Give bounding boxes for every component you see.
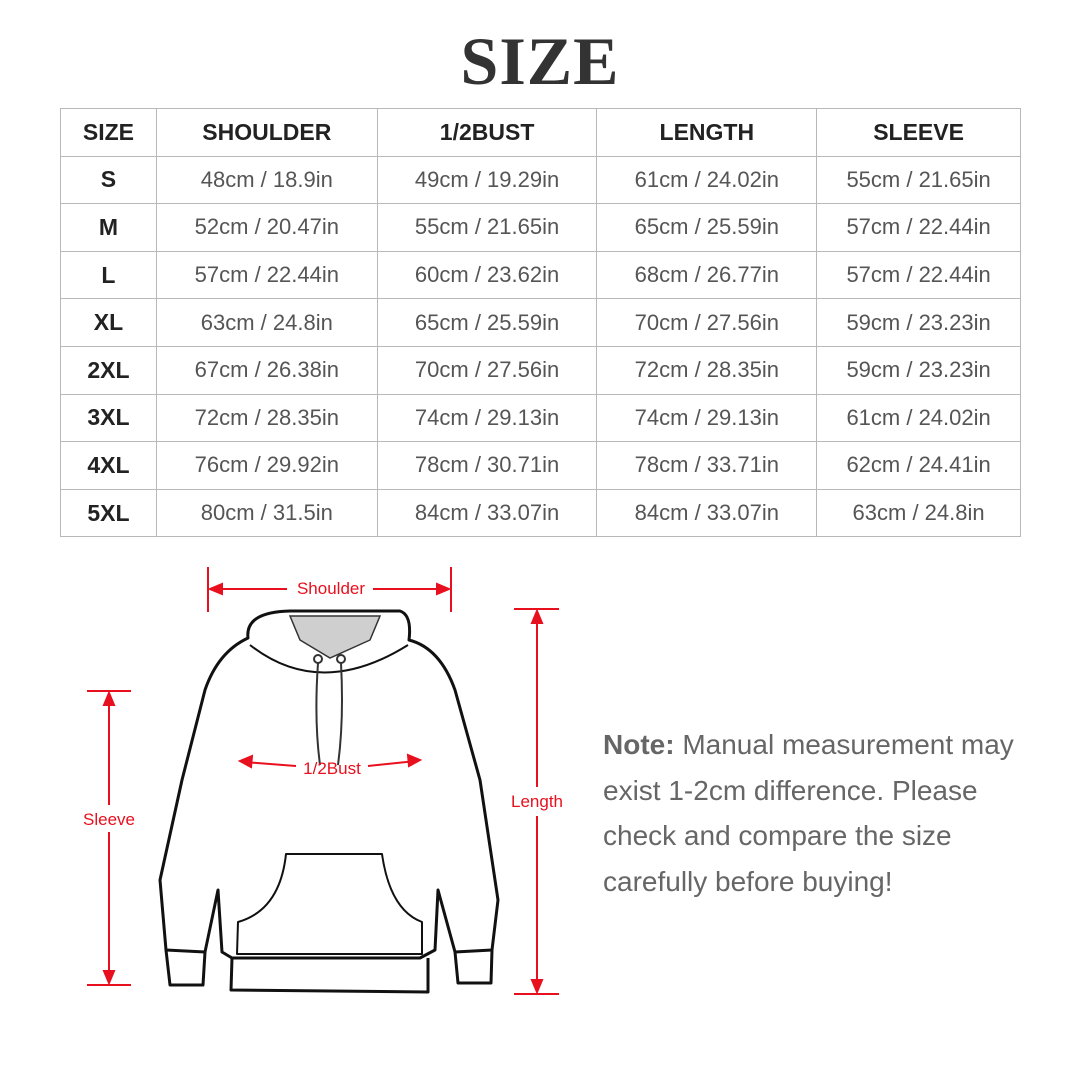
size-cell: L <box>60 250 157 300</box>
measurement-cell: 65cm / 25.59in <box>596 203 818 252</box>
measurement-cell: 76cm / 29.92in <box>155 441 378 490</box>
measurement-cell: 84cm / 33.07in <box>376 488 598 538</box>
size-cell: 3XL <box>60 393 157 443</box>
measurement-cell: 67cm / 26.38in <box>155 345 378 395</box>
measurement-cell: 57cm / 22.44in <box>155 250 378 300</box>
measurement-cell: 48cm / 18.9in <box>155 155 378 205</box>
measurement-cell: 63cm / 24.8in <box>155 298 378 347</box>
measurement-cell: 55cm / 21.65in <box>376 203 598 252</box>
note: Note: Manual measurement may exist 1-2cm… <box>603 722 1033 904</box>
shoulder-label: Shoulder <box>297 579 365 598</box>
measurement-cell: 59cm / 23.23in <box>816 345 1021 395</box>
measurement-cell: 84cm / 33.07in <box>596 488 818 538</box>
note-label: Note: <box>603 729 675 760</box>
drawstrings <box>313 654 346 766</box>
column-header: SIZE <box>60 108 157 157</box>
table-row: 3XL 72cm / 28.35in 74cm / 29.13in 74cm / 29… <box>60 393 1021 443</box>
column-header: 1/2BUST <box>376 108 598 157</box>
measurement-cell: 57cm / 22.44in <box>816 250 1021 300</box>
size-cell: 2XL <box>60 345 157 395</box>
hoodie-outline <box>158 609 500 994</box>
table-row: S 48cm / 18.9in 49cm / 19.29in 61cm / 24.02… <box>60 155 1021 205</box>
size-cell: S <box>60 155 157 205</box>
column-header: SLEEVE <box>816 108 1021 157</box>
measurement-cell: 55cm / 21.65in <box>816 155 1021 205</box>
measurement-cell: 49cm / 19.29in <box>376 155 598 205</box>
column-header: LENGTH <box>596 108 818 157</box>
column-header: SHOULDER <box>155 108 378 157</box>
measurement-cell: 52cm / 20.47in <box>155 203 378 252</box>
measurement-cell: 74cm / 29.13in <box>596 393 818 443</box>
measurement-cell: 74cm / 29.13in <box>376 393 598 443</box>
table-row: 2XL 67cm / 26.38in 70cm / 27.56in 72cm / 28… <box>60 345 1021 395</box>
size-table: SIZE SHOULDER 1/2BUST LENGTH SLEEVE S 48cm / … <box>60 108 1021 538</box>
measure-lines <box>87 567 559 995</box>
table-row: 4XL 76cm / 29.92in 78cm / 30.71in 78cm / 33… <box>60 441 1021 490</box>
measurement-cell: 57cm / 22.44in <box>816 203 1021 252</box>
measurement-cell: 61cm / 24.02in <box>596 155 818 205</box>
measurement-cell: 80cm / 31.5in <box>155 488 378 538</box>
size-cell: XL <box>60 298 157 347</box>
hood-lining <box>288 615 382 659</box>
measurement-cell: 78cm / 33.71in <box>596 441 818 490</box>
length-label: Length <box>511 792 563 811</box>
sleeve-label: Sleeve <box>83 810 135 829</box>
table-row: XL 63cm / 24.8in 65cm / 25.59in 70cm / 27.5… <box>60 298 1021 347</box>
table-header: SIZE SHOULDER 1/2BUST LENGTH SLEEVE <box>60 108 1021 157</box>
measurement-cell: 62cm / 24.41in <box>816 441 1021 490</box>
table-row: M 52cm / 20.47in 55cm / 21.65in 65cm / 25.5… <box>60 203 1021 252</box>
size-cell: M <box>60 203 157 252</box>
size-cell: 5XL <box>60 488 157 538</box>
measurement-cell: 78cm / 30.71in <box>376 441 598 490</box>
table-row: L 57cm / 22.44in 60cm / 23.62in 68cm / 26.7… <box>60 250 1021 300</box>
table-row: 5XL 80cm / 31.5in 84cm / 33.07in 84cm / 33.… <box>60 488 1021 538</box>
measurement-cell: 60cm / 23.62in <box>376 250 598 300</box>
bust-label: 1/2Bust <box>303 759 361 778</box>
measurement-cell: 61cm / 24.02in <box>816 393 1021 443</box>
measurement-cell: 63cm / 24.8in <box>816 488 1021 538</box>
measurement-cell: 59cm / 23.23in <box>816 298 1021 347</box>
note-text: Manual measurement may exist 1-2cm diffe… <box>603 729 1014 897</box>
page-title: SIZE <box>460 23 620 99</box>
measurement-cell: 65cm / 25.59in <box>376 298 598 347</box>
